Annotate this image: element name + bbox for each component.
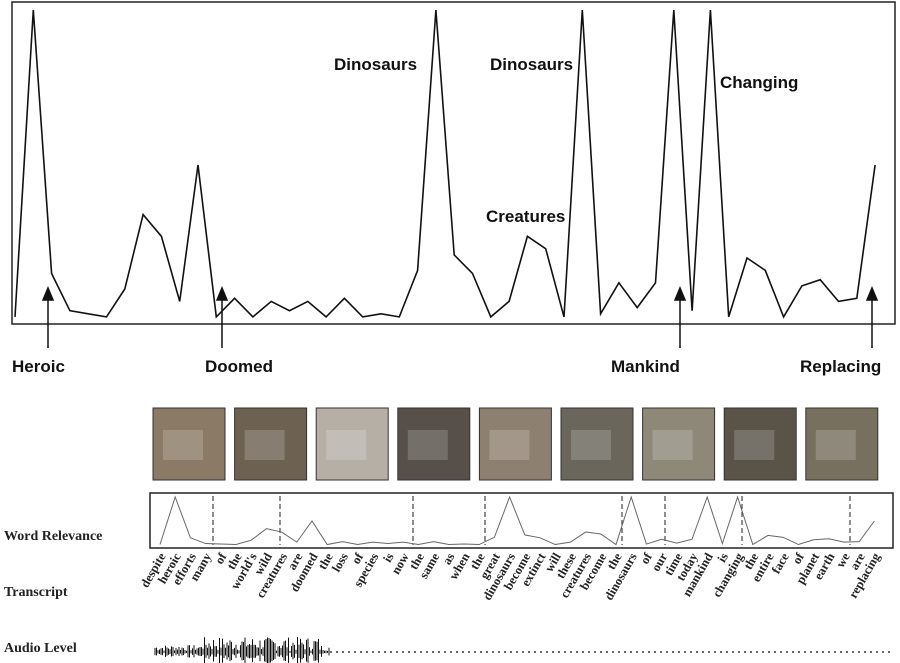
audio-waveform bbox=[155, 637, 329, 663]
arrow-label: Heroic bbox=[12, 357, 65, 376]
thumbnail-detail bbox=[816, 430, 856, 460]
small-relevance-line bbox=[160, 497, 874, 545]
row-label: Transcript bbox=[4, 585, 68, 600]
peak-label: Changing bbox=[720, 73, 798, 92]
thumbnail-detail bbox=[326, 430, 366, 460]
thumbnail-detail bbox=[408, 430, 448, 460]
relevance-line bbox=[15, 10, 875, 317]
arrow-label: Mankind bbox=[611, 357, 680, 376]
transcript-word: face bbox=[769, 550, 792, 576]
arrow-label: Replacing bbox=[800, 357, 881, 376]
top-plot-frame bbox=[12, 2, 895, 324]
thumbnail-detail bbox=[571, 430, 611, 460]
thumbnail-detail bbox=[245, 430, 285, 460]
arrows bbox=[43, 288, 877, 348]
thumbnail-detail bbox=[734, 430, 774, 460]
transcript-word: loss bbox=[329, 550, 351, 574]
row-label: Word Relevance bbox=[4, 529, 102, 544]
peak-label: Dinosaurs bbox=[334, 55, 417, 74]
thumbnail-detail bbox=[653, 430, 693, 460]
peak-label: Creatures bbox=[486, 207, 565, 226]
relevance-frame bbox=[150, 493, 893, 548]
dashed-markers bbox=[213, 496, 850, 545]
row-label: Audio Level bbox=[4, 641, 77, 656]
thumbnail-detail bbox=[163, 430, 203, 460]
figure: Dinosaurs Dinosaurs Creatures Changing H… bbox=[0, 0, 900, 663]
thumbnail-detail bbox=[489, 430, 529, 460]
peak-label: Dinosaurs bbox=[490, 55, 573, 74]
arrow-label: Doomed bbox=[205, 357, 273, 376]
